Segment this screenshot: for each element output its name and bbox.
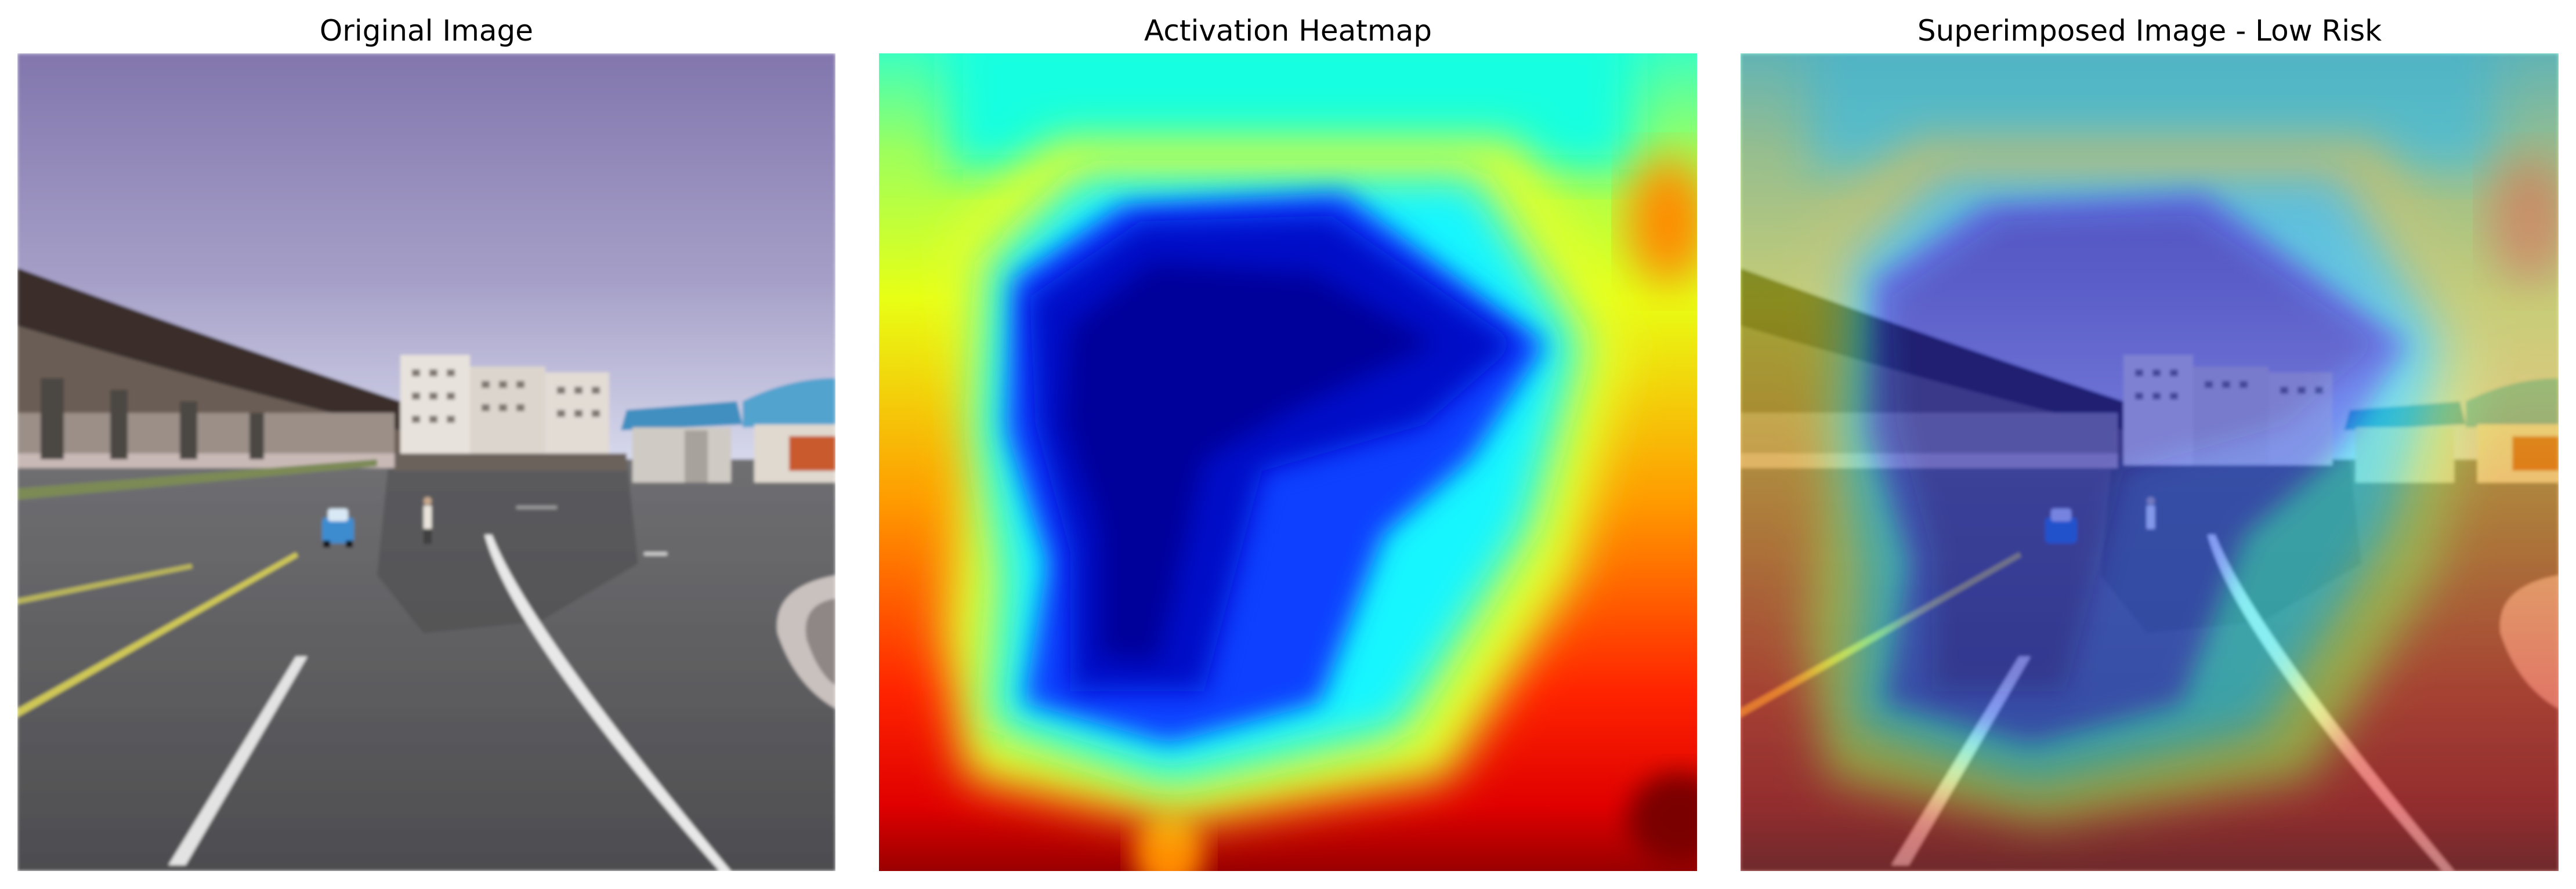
original-image [17, 53, 835, 871]
activation-heatmap [879, 53, 1697, 871]
panel-title-heatmap: Activation Heatmap [1144, 14, 1432, 48]
activation-heatmap-panel [879, 53, 1697, 871]
panel-title-superimposed: Superimposed Image - Low Risk [1917, 14, 2382, 48]
superimposed-image [1741, 53, 2559, 871]
superimposed-image-panel [1741, 53, 2559, 871]
panel-title-original: Original Image [319, 14, 534, 48]
original-image-panel [17, 53, 835, 871]
